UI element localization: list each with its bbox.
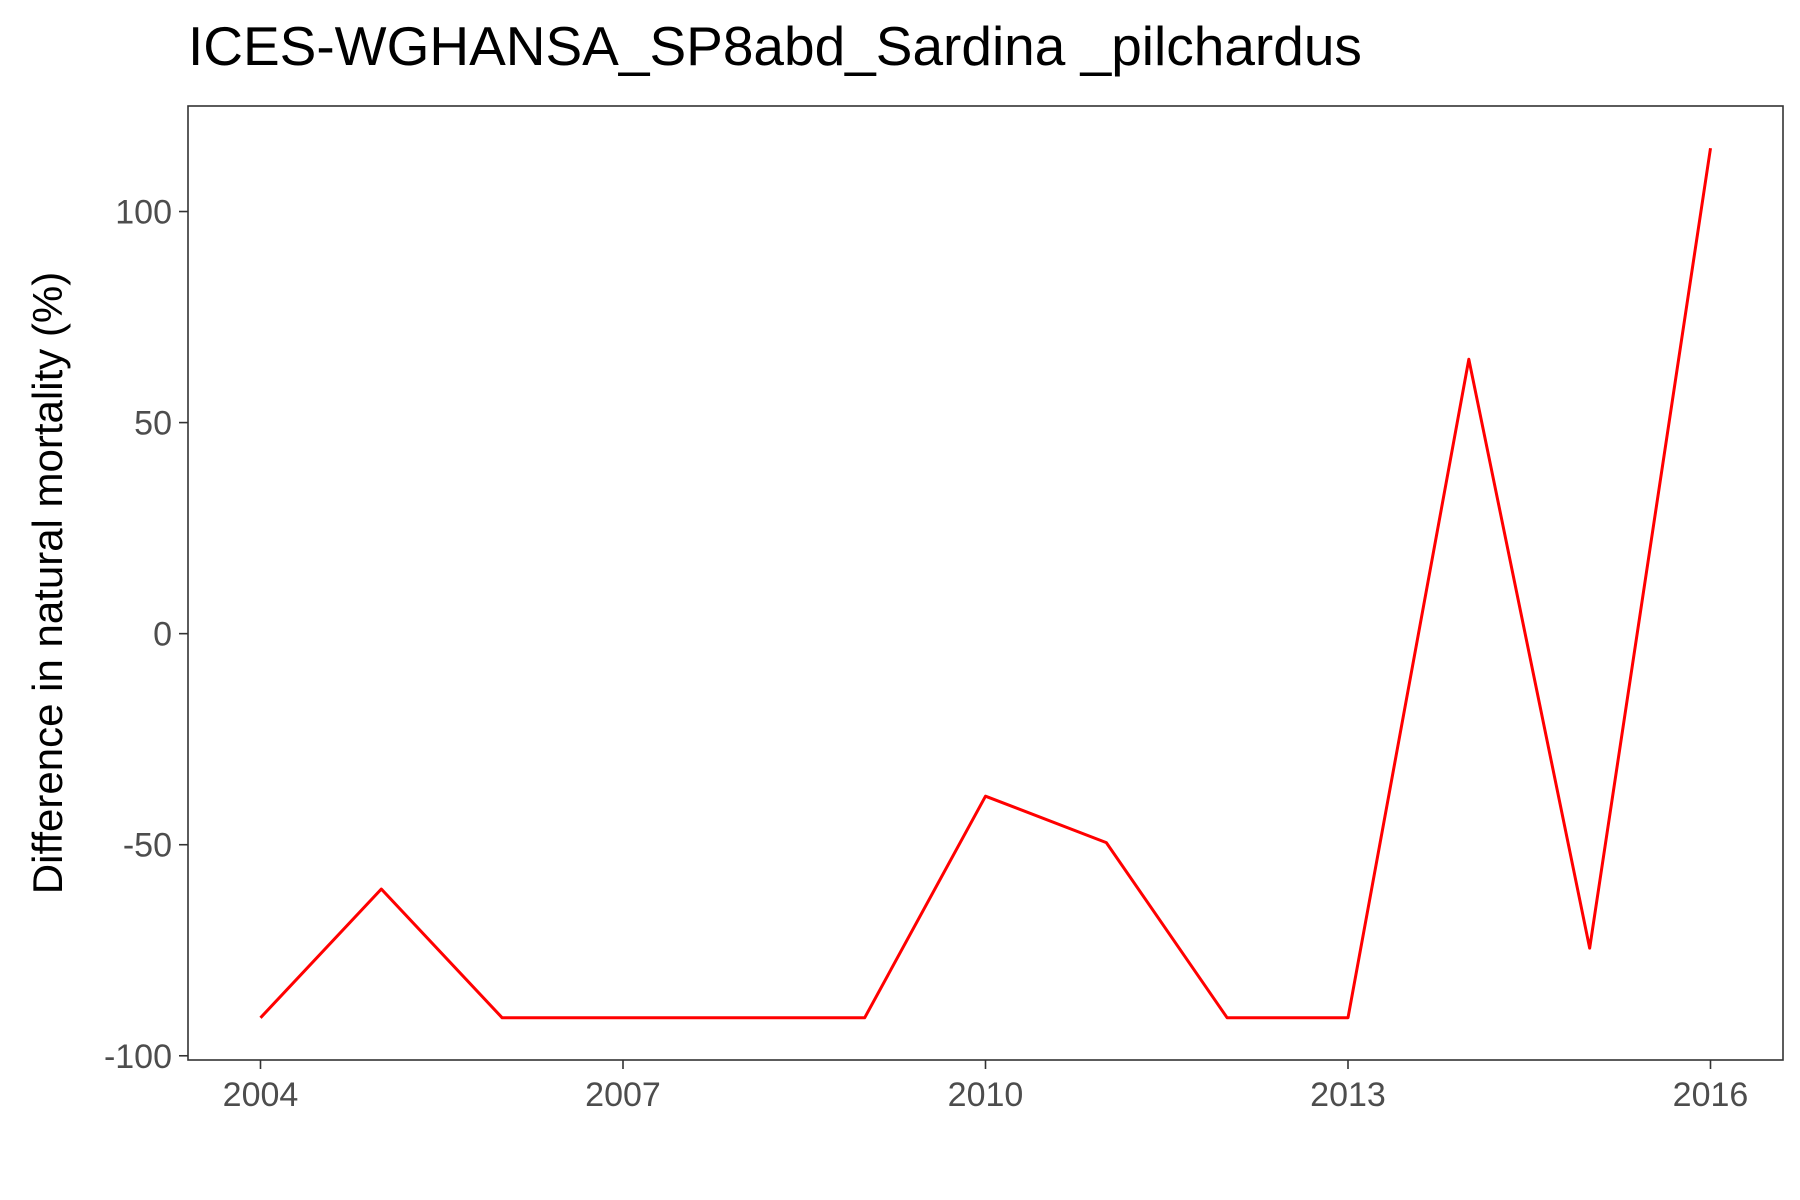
chart-title: ICES-WGHANSA_SP8abd_Sardina _pilchardus (188, 15, 1362, 77)
y-tick-label: -50 (123, 827, 172, 865)
x-tick-label: 2016 (1673, 1076, 1749, 1114)
y-tick-label: -100 (104, 1038, 172, 1076)
panel-border (187, 105, 1784, 1061)
x-tick-label: 2010 (948, 1076, 1024, 1114)
panel (187, 105, 1784, 1061)
x-axis: 2004 2007 2010 2013 2016 (223, 1060, 1749, 1114)
series-line (259, 147, 1712, 1020)
y-axis-title: Difference in natural mortality (%) (24, 272, 71, 894)
y-tick-label: 100 (115, 194, 172, 232)
x-tick-label: 2007 (585, 1076, 661, 1114)
y-tick-label: 0 (153, 616, 172, 654)
y-axis: -100 -50 0 50 100 (104, 194, 188, 1076)
x-tick-label: 2004 (223, 1076, 299, 1114)
y-tick-label: 50 (134, 405, 172, 443)
x-tick-label: 2013 (1310, 1076, 1386, 1114)
series-layer (259, 147, 1712, 1020)
